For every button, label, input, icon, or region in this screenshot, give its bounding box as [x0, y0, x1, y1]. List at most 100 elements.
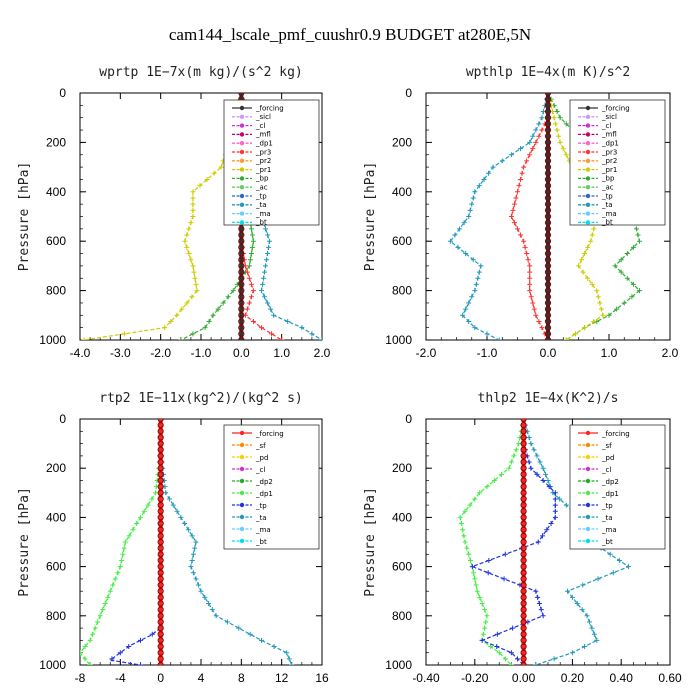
data-point-dp1: [110, 582, 116, 588]
legend-marker-ma: [239, 526, 245, 532]
y-tick-label: 800: [392, 609, 412, 623]
data-point-forcing: [157, 502, 164, 509]
data-point-tp: [535, 594, 541, 600]
legend-label-pr1: _pr1: [601, 166, 617, 174]
data-point-forcing: [157, 545, 164, 552]
data-point-forcing: [520, 588, 527, 595]
legend-label-sicl: _sicl: [601, 113, 617, 121]
y-tick-label: 400: [392, 510, 412, 524]
data-point-ta: [178, 514, 184, 520]
data-point-forcing: [520, 551, 527, 558]
legend-box: [569, 99, 666, 226]
data-point-pr3: [244, 269, 250, 275]
y-axis-label: Pressure [hPa]: [363, 487, 378, 597]
y-tick-label: 200: [392, 461, 412, 475]
data-point-pr3: [524, 251, 530, 257]
legend-label-tp: _tp: [255, 502, 267, 510]
data-point-ta: [486, 170, 492, 176]
data-point-forcing: [157, 551, 164, 558]
data-point-forcing: [238, 287, 245, 294]
data-point-bp: [563, 121, 569, 127]
series-line-tp: [108, 627, 162, 665]
data-point-ta: [531, 447, 537, 453]
data-point-tp: [138, 662, 143, 665]
data-point-tp: [149, 631, 155, 637]
data-point-forcing: [157, 581, 164, 589]
data-point-forcing: [157, 483, 164, 490]
data-point-forcing: [520, 477, 527, 484]
data-point-bp: [614, 306, 620, 312]
data-point-forcing: [544, 164, 552, 171]
data-point-dp1: [508, 459, 514, 465]
x-tick-label: -0.40: [412, 671, 440, 685]
data-point-bp: [630, 244, 636, 250]
data-point-ta: [267, 238, 273, 244]
data-point-tp: [546, 484, 552, 490]
x-tick-label: 16: [315, 671, 329, 685]
data-point-ta: [460, 312, 466, 318]
legend-marker-forcing: [585, 430, 591, 436]
data-point-forcing: [520, 514, 527, 521]
data-point-ta: [319, 337, 322, 340]
data-point-ta: [626, 564, 632, 570]
data-point-pr3: [536, 318, 542, 324]
legend-marker-bp: [239, 176, 245, 181]
legend-label-pr2: _pr2: [255, 157, 271, 165]
data-point-ta: [457, 226, 463, 232]
data-point-dp1: [141, 508, 147, 514]
data-point-pr3: [269, 331, 275, 337]
data-point-forcing: [157, 489, 164, 496]
data-point-ta: [478, 263, 484, 269]
data-point-pr1: [580, 269, 586, 275]
data-point-ta: [188, 564, 194, 570]
legend-label-bt: _bt: [255, 538, 267, 546]
data-point-pr1: [81, 337, 87, 340]
data-point-pr1: [190, 195, 196, 201]
data-point-ta: [263, 226, 269, 232]
data-point-ta: [461, 220, 467, 226]
x-tick-label: -4.0: [70, 346, 91, 360]
data-point-dp1: [472, 496, 478, 502]
data-point-forcing: [157, 594, 164, 601]
data-point-dp1: [484, 484, 490, 490]
data-point-ta: [265, 300, 271, 306]
legend-marker-pr1: [585, 167, 591, 172]
data-point-pr1: [190, 214, 196, 219]
legend-label-forcing: _forcing: [255, 104, 284, 112]
chart-panel-2: wpthlp 1E−4x(m K)/s^2 Pressure [hPa] -2.0 -…: [363, 65, 679, 360]
data-point-forcing: [544, 207, 552, 214]
data-point-ta: [190, 551, 196, 557]
data-point-ta: [528, 441, 534, 447]
legend-label-cl: _cl: [601, 466, 611, 474]
data-point-forcing: [238, 250, 245, 257]
data-point-bp: [637, 288, 642, 294]
data-point-ta: [543, 471, 549, 477]
data-point-tp: [138, 637, 143, 643]
legend-marker-sicl: [585, 114, 591, 120]
legend-label-pr1: _pr1: [255, 166, 271, 174]
data-point-dp1: [506, 465, 512, 471]
y-tick-label: 0: [405, 412, 412, 426]
data-point-forcing: [157, 458, 164, 466]
y-tick-label: 0: [59, 86, 66, 100]
data-point-pr1: [186, 226, 192, 232]
data-point-pr1: [589, 281, 595, 287]
data-point-ta: [286, 656, 292, 662]
data-point-forcing: [157, 440, 164, 447]
data-point-forcing: [238, 330, 245, 337]
legend-label-ac: _ac: [255, 183, 268, 191]
data-point-dp1: [90, 631, 96, 637]
data-point-dp1: [80, 650, 83, 656]
data-point-forcing: [157, 526, 164, 533]
data-point-tp: [486, 557, 492, 563]
data-point-tp: [544, 527, 550, 533]
data-point-bp: [606, 312, 612, 318]
data-point-forcing: [544, 201, 552, 208]
data-point-forcing: [520, 661, 527, 665]
data-point-forcing: [544, 133, 552, 140]
data-point-pr3: [511, 201, 517, 207]
data-point-pr1: [188, 220, 194, 226]
data-point-forcing: [544, 102, 552, 109]
panel-title: wprtp 1E−7x(m kg)/(s^2 kg): [99, 65, 303, 80]
data-point-forcing: [544, 93, 552, 97]
